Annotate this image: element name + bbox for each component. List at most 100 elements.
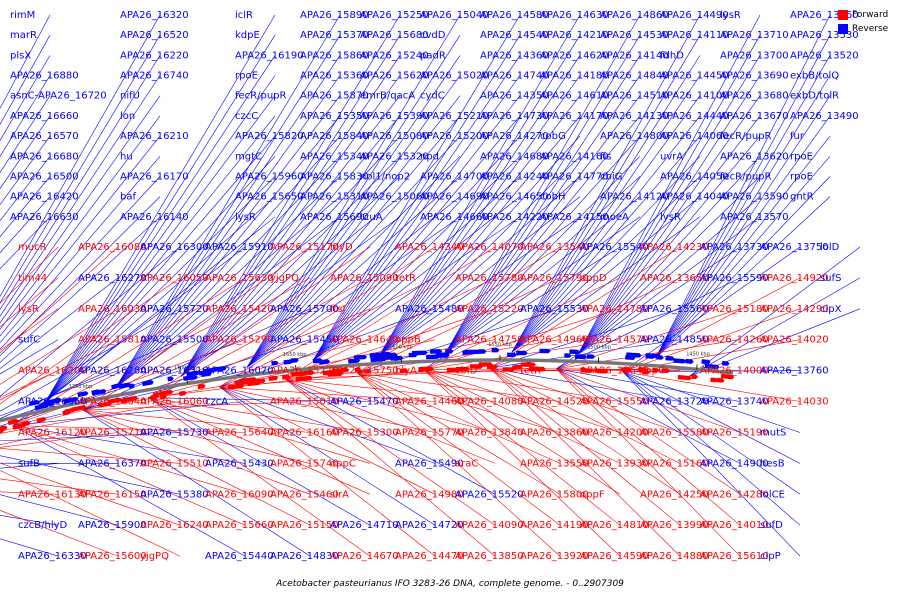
leader-line: [556, 368, 741, 495]
gene-label-exbd-tolr: exbD/tolR: [790, 91, 839, 102]
leader-line: [511, 35, 701, 353]
leader-line: [45, 35, 276, 403]
leader-line: [0, 216, 161, 363]
leader-line: [622, 371, 801, 464]
gene-label-apa26-14530: APA26_14530: [600, 30, 669, 41]
gene-label-mucr: mucR: [18, 242, 47, 253]
leader-line: [45, 14, 276, 403]
forward-gene-mark: [455, 366, 470, 372]
gene-label-apa26-14250: APA26_14250: [640, 489, 709, 500]
reverse-gene-mark: [673, 358, 687, 364]
gene-label-apa26-14060: APA26_14060: [660, 131, 729, 142]
leader-line: [0, 447, 181, 464]
gene-label-apa26-14360: APA26_14360: [480, 50, 549, 61]
leader-line: [379, 55, 581, 356]
leader-line: [578, 196, 761, 354]
genome-backbone-arc: [0, 358, 734, 423]
gene-label-apa26-14860: APA26_14860: [600, 10, 669, 21]
gene-label-apa26-15440: APA26_15440: [205, 551, 274, 562]
leader-line: [0, 35, 161, 304]
leader-line: [489, 367, 681, 495]
gene-label-apa26-15380: APA26_15380: [140, 489, 209, 500]
gene-label-apa26-16330: APA26_16330: [18, 551, 87, 562]
gene-label-apa26-14830: APA26_14830: [270, 551, 339, 562]
gene-label-lon: lon: [120, 111, 135, 122]
forward-gene-mark: [107, 397, 122, 405]
gene-label-apa26-15650: APA26_15650: [235, 192, 304, 203]
gene-label-apa26-15240: APA26_15240: [360, 50, 429, 61]
leader-line: [181, 115, 401, 377]
forward-gene-mark: [720, 373, 735, 380]
leader-line: [578, 14, 761, 354]
leader-line: [219, 386, 436, 402]
gene-label-apa26-14620: APA26_14620: [540, 50, 609, 61]
leader-line: [0, 176, 51, 238]
leader-line: [379, 95, 581, 356]
gene-label-apa26-15890: APA26_15890: [300, 10, 369, 21]
gene-label-kdpe: kdpE: [235, 30, 260, 41]
gene-label-apa26-14050: APA26_14050: [660, 171, 729, 182]
gene-label-apa26-14700: APA26_14700: [420, 171, 489, 182]
leader-line: [0, 432, 59, 445]
gene-label-rpoe: rpoE: [235, 71, 258, 82]
gene-label-apa26-14740: APA26_14740: [480, 71, 549, 82]
gene-label-exbb-tolq: exbB/tolQ: [790, 71, 839, 82]
gene-label-apa26-14140: APA26_14140: [600, 50, 669, 61]
gene-label-apa26-15780: APA26_15780: [455, 273, 524, 284]
leader-line: [0, 463, 59, 469]
gene-label-apa26-13930: APA26_13930: [580, 458, 649, 469]
gene-label-sufc: sufC: [18, 335, 40, 346]
gene-label-apa26-14130: APA26_14130: [600, 111, 669, 122]
reverse-gene-mark: [186, 370, 200, 377]
leader-line: [12, 246, 246, 426]
leader-line: [115, 176, 341, 388]
leader-line: [556, 368, 741, 464]
gene-label-tcua: tcuA: [360, 212, 383, 223]
gene-label-nol1-nop2: nol1/nop2: [360, 171, 410, 182]
leader-line: [181, 156, 401, 377]
gene-label-hu: hu: [120, 151, 133, 162]
leader-line: [0, 339, 59, 375]
leader-line: [0, 432, 181, 442]
leader-line: [423, 369, 621, 402]
leader-line: [0, 55, 51, 142]
leader-line: [0, 196, 161, 357]
leader-line: [445, 176, 641, 353]
gene-label-apa26-13840: APA26_13840: [455, 427, 524, 438]
gene-label-apa26-16310: APA26_16310: [140, 366, 209, 377]
gene-label-apa26-15490: APA26_15490: [395, 458, 464, 469]
leader-line: [0, 277, 181, 405]
leader-line: [246, 176, 461, 368]
leader-line: [12, 425, 246, 526]
reverse-gene-mark: [390, 355, 404, 361]
gene-label-apa26-14260: APA26_14260: [700, 335, 769, 346]
gene-label-apa26-15370: APA26_15370: [300, 30, 369, 41]
gene-label-apa26-14350: APA26_14350: [480, 91, 549, 102]
gene-label-apa26-14190: APA26_14190: [520, 520, 589, 531]
reverse-gene-mark: [442, 353, 450, 358]
leader-line: [0, 35, 51, 126]
gene-label-apa26-13560: APA26_13560: [790, 10, 859, 21]
gene-label-apa26-16240: APA26_16240: [140, 520, 209, 531]
gene-label-apa26-16190: APA26_16190: [235, 50, 304, 61]
gene-label-apa26-13690: APA26_13690: [720, 71, 789, 82]
gene-label-apa26-14710: APA26_14710: [330, 520, 399, 531]
gene-label-sufs: sufS: [820, 273, 841, 284]
reverse-gene-mark: [290, 358, 299, 363]
gene-label-apa26-15530: APA26_15530: [520, 304, 589, 315]
gene-label-apa26-16050: APA26_16050: [140, 273, 209, 284]
reverse-gene-mark: [478, 349, 487, 354]
gene-label-apa26-15220: APA26_15220: [455, 304, 524, 315]
gene-label-apa26-14590: APA26_14590: [580, 551, 649, 562]
forward-gene-mark: [123, 395, 138, 403]
leader-line: [0, 455, 181, 495]
gene-label-clpp: clpP: [760, 551, 781, 562]
leader-line: [0, 277, 59, 328]
leader-line: [655, 14, 831, 358]
gene-label-cbig: cbiG: [600, 171, 622, 182]
gene-label-apa26-15870: APA26_15870: [300, 91, 369, 102]
leader-line: [246, 95, 461, 368]
gene-label-apa26-14720: APA26_14720: [395, 520, 464, 531]
leader-line: [219, 386, 436, 495]
leader-line: [0, 156, 161, 344]
